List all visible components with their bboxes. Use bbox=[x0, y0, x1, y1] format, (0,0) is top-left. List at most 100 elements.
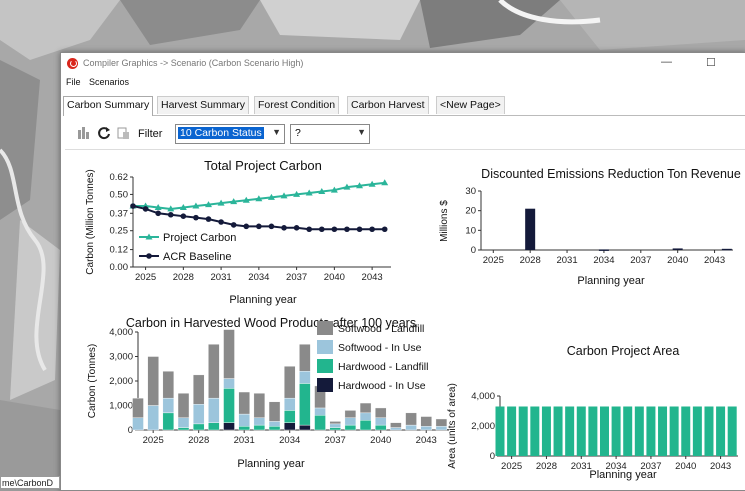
acr-baseline-point bbox=[218, 219, 224, 225]
y-tick-label: 2,000 bbox=[109, 376, 133, 387]
hwp-bar-segment bbox=[162, 412, 175, 431]
hwp-bar-segment bbox=[162, 397, 175, 414]
hwp-bar-segment bbox=[223, 388, 235, 423]
x-tick-label: 2025 bbox=[143, 435, 164, 446]
tab-harvest-summary[interactable]: Harvest Summary bbox=[157, 96, 250, 114]
project-carbon-point bbox=[154, 203, 162, 210]
x-tick-label: 2031 bbox=[556, 255, 577, 266]
hwp-bar-segment bbox=[132, 397, 144, 418]
y-tick-label: 20 bbox=[465, 206, 476, 217]
hwp-bar-segment bbox=[268, 401, 281, 422]
y-tick-label: 0.00 bbox=[110, 262, 129, 273]
hwp-bar-segment bbox=[238, 391, 250, 415]
revenue-bar bbox=[525, 208, 536, 250]
revenue-bar bbox=[598, 249, 609, 251]
menu-file[interactable]: File bbox=[66, 77, 81, 87]
hwp-bar-segment bbox=[284, 410, 296, 423]
hwp-bar-segment bbox=[223, 378, 235, 389]
tab-carbon-summary[interactable]: Carbon Summary bbox=[63, 96, 154, 116]
project-carbon-point bbox=[293, 190, 301, 197]
export-icon[interactable] bbox=[117, 126, 131, 140]
hwp-bar-segment bbox=[435, 418, 448, 427]
x-tick-label: 2028 bbox=[536, 461, 557, 472]
hwp-bar-segment bbox=[375, 417, 387, 426]
acr-baseline-point bbox=[293, 225, 300, 231]
legend-marker bbox=[145, 233, 153, 240]
x-tick-label: 2037 bbox=[286, 272, 307, 283]
project-carbon-point bbox=[305, 189, 313, 196]
x-tick-label: 2043 bbox=[710, 461, 731, 472]
x-tick-label: 2025 bbox=[501, 461, 522, 472]
area-bar bbox=[565, 406, 575, 456]
filter-dropdown[interactable]: 10 Carbon Status ▼ bbox=[175, 124, 285, 144]
project-carbon-point bbox=[255, 195, 263, 202]
y-tick-label: 3,000 bbox=[109, 352, 133, 363]
area-bar bbox=[692, 406, 702, 456]
x-tick-label: 2043 bbox=[704, 255, 725, 266]
refresh-icon[interactable] bbox=[97, 126, 111, 140]
legend-swatch bbox=[317, 340, 333, 354]
project-carbon-point bbox=[230, 198, 238, 205]
project-carbon-point bbox=[205, 201, 213, 208]
x-tick-label: 2034 bbox=[248, 272, 269, 283]
x-tick-label: 2034 bbox=[606, 461, 627, 472]
project-carbon-point bbox=[242, 196, 250, 203]
x-tick-label: 2037 bbox=[640, 461, 661, 472]
menu-scenarios[interactable]: Scenarios bbox=[89, 77, 130, 87]
revenue-bar bbox=[672, 248, 683, 250]
chart-type-icon[interactable] bbox=[77, 126, 91, 140]
project-carbon-point bbox=[167, 205, 175, 212]
legend-swatch bbox=[317, 359, 333, 373]
hwp-bar-segment bbox=[132, 417, 144, 431]
minimize-button[interactable]: — bbox=[661, 56, 672, 68]
hwp-bar-segment bbox=[299, 424, 311, 431]
acr-baseline-point bbox=[331, 226, 338, 233]
acr-baseline-point bbox=[155, 210, 161, 217]
hwp-bar-segment bbox=[238, 413, 250, 427]
hwp-bar-segment bbox=[314, 407, 326, 416]
hwp-bar-segment bbox=[284, 366, 296, 399]
area-bar bbox=[681, 406, 691, 456]
acr-baseline-point bbox=[167, 211, 174, 218]
hwp-bar-segment bbox=[344, 410, 357, 418]
chart-title: Discounted Emissions Reduction Ton Reven… bbox=[481, 167, 741, 181]
tab-new-page[interactable]: <New Page> bbox=[436, 96, 505, 114]
hwp-bar-segment bbox=[314, 415, 326, 431]
project-carbon-point bbox=[179, 203, 187, 210]
acr-baseline-point bbox=[381, 226, 388, 233]
hwp-bar-segment bbox=[238, 426, 250, 431]
hwp-bar-segment bbox=[162, 371, 175, 399]
y-tick-label: 0 bbox=[490, 451, 495, 462]
tab-carbon-harvest[interactable]: Carbon Harvest bbox=[347, 96, 429, 114]
harvested-wood-products-chart: 4,000 3,000 2,000 1,000 0 2025 2028 2031 2034 203… bbox=[87, 316, 449, 470]
y-tick-label: 0.25 bbox=[110, 226, 129, 237]
project-carbon-point bbox=[217, 199, 225, 206]
toolbar: Filter 10 Carbon Status ▼ ? ▼ bbox=[65, 119, 745, 150]
x-tick-label: 2034 bbox=[593, 255, 614, 266]
y-tick-label: 0 bbox=[128, 425, 133, 436]
y-tick-label: 30 bbox=[465, 186, 476, 197]
maximize-button[interactable]: ☐ bbox=[706, 57, 716, 69]
x-axis-label: Planning year bbox=[589, 469, 657, 481]
legend-label: Hardwood - Landfill bbox=[338, 361, 428, 373]
area-bar bbox=[669, 406, 679, 456]
discounted-revenue-chart: 30 20 10 0 2025 2028 2031 2034 2037 2040 2043 Disco… bbox=[439, 167, 741, 287]
project-carbon-point bbox=[267, 193, 275, 200]
hwp-bar-segment bbox=[299, 371, 311, 384]
chevron-down-icon: ▼ bbox=[272, 127, 281, 137]
hwp-bar-segment bbox=[177, 417, 190, 428]
x-tick-label: 2028 bbox=[173, 272, 194, 283]
project-carbon-point bbox=[192, 202, 200, 209]
hwp-bar-segment bbox=[284, 422, 296, 431]
acr-baseline-point bbox=[142, 206, 149, 212]
hwp-bar-segment bbox=[299, 344, 311, 372]
acr-baseline-point bbox=[193, 214, 199, 221]
acr-baseline-point bbox=[306, 226, 312, 233]
tab-forest-condition[interactable]: Forest Condition bbox=[254, 96, 340, 114]
filter-value-dropdown-value: ? bbox=[295, 127, 301, 139]
filter-value-dropdown[interactable]: ? ▼ bbox=[290, 124, 370, 144]
hwp-bar-segment bbox=[192, 374, 205, 405]
x-tick-label: 2040 bbox=[324, 272, 345, 283]
hwp-bar-segment bbox=[390, 422, 402, 428]
acr-baseline-point bbox=[268, 223, 275, 230]
